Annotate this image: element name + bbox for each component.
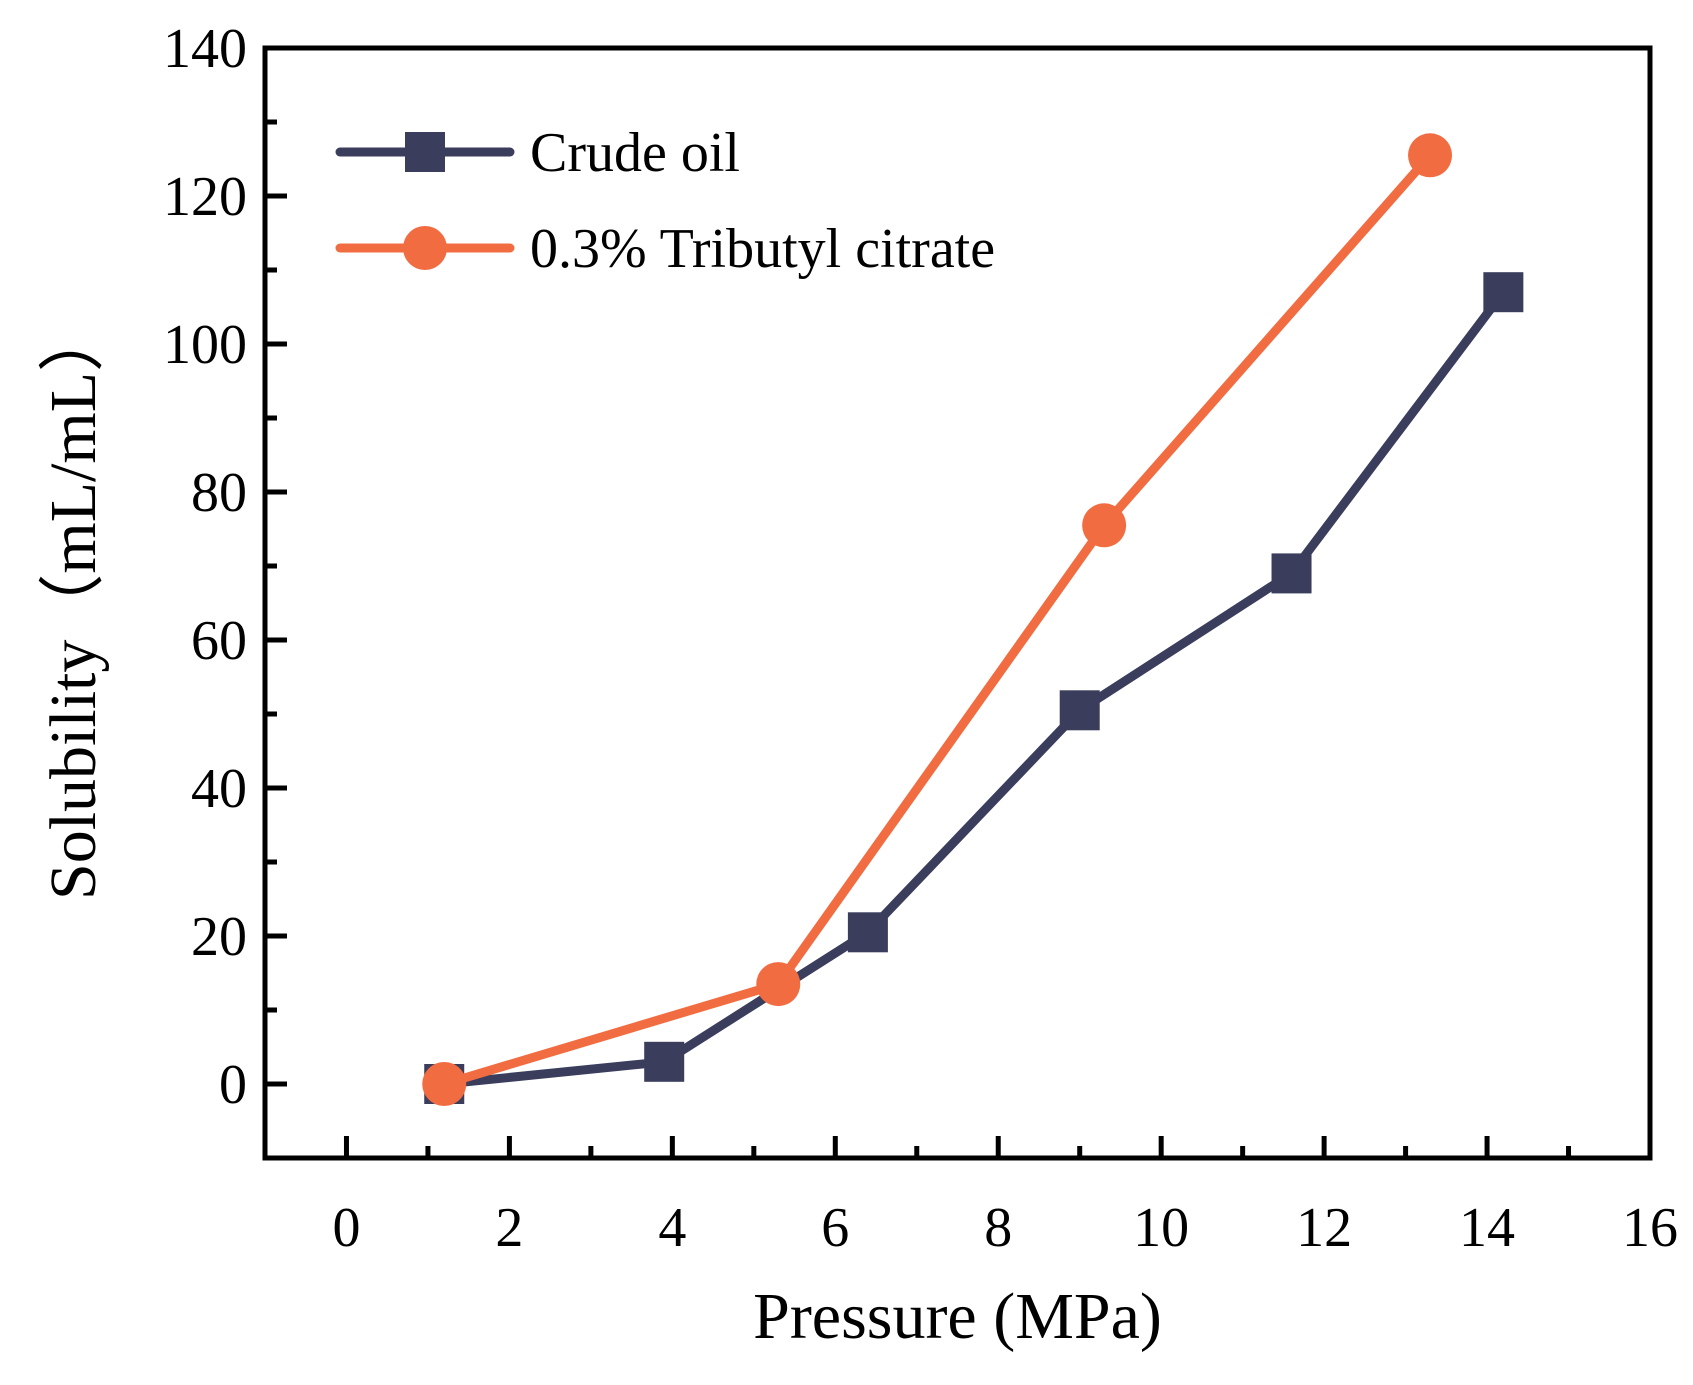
- legend-item: Crude oil: [335, 122, 740, 184]
- x-tick-label: 8: [984, 1197, 1012, 1259]
- data-point: [1408, 133, 1453, 178]
- y-axis: 0 20 40 60 80 100 120 140: [163, 18, 287, 1116]
- x-tick-label: 12: [1296, 1197, 1352, 1259]
- y-tick-label: 20: [191, 906, 247, 968]
- legend-marker: [405, 132, 445, 172]
- x-tick-label: 14: [1459, 1197, 1515, 1259]
- series-crude-oil: [424, 272, 1524, 1104]
- y-tick-label: 40: [191, 758, 247, 820]
- data-point: [1059, 690, 1100, 731]
- y-tick-label: 0: [219, 1054, 247, 1116]
- x-tick-label: 0: [332, 1197, 360, 1259]
- x-tick-label: 10: [1133, 1197, 1189, 1259]
- series-layer: [422, 133, 1524, 1106]
- y-tick-label: 120: [163, 166, 247, 228]
- data-point: [1483, 272, 1524, 313]
- data-point: [644, 1041, 685, 1082]
- legend-label: 0.3% Tributyl citrate: [530, 218, 995, 280]
- data-point: [422, 1062, 467, 1106]
- series-tributyl-citrate: [422, 133, 1453, 1106]
- plot-frame: [262, 45, 1653, 1161]
- x-tick-label: 4: [658, 1197, 686, 1259]
- data-point: [847, 912, 888, 953]
- y-tick-label: 80: [191, 462, 247, 524]
- legend-marker: [403, 226, 447, 270]
- x-tick-label: 6: [821, 1197, 849, 1259]
- legend-item: 0.3% Tributyl citrate: [335, 218, 995, 280]
- plot-area: 0 2 4 6 8 10 12 14 16 0 20 40 60 80 100 120 140: [163, 18, 1678, 1259]
- y-tick-label: 60: [191, 610, 247, 672]
- data-point: [756, 962, 801, 1007]
- data-point: [1082, 503, 1127, 548]
- series-line: [443, 289, 1507, 1089]
- y-tick-label: 140: [163, 18, 247, 80]
- x-axis-title: Pressure (MPa): [753, 1280, 1162, 1353]
- y-axis-title: Solubility（mL/mL）: [37, 306, 110, 900]
- x-axis: 0 2 4 6 8 10 12 14 16: [332, 1136, 1678, 1259]
- legend: Crude oil 0.3% Tributyl citrate: [335, 122, 995, 280]
- data-point: [1271, 553, 1312, 594]
- legend-label: Crude oil: [530, 122, 740, 184]
- x-tick-label: 2: [495, 1197, 523, 1259]
- x-tick-label: 16: [1622, 1197, 1678, 1259]
- y-tick-label: 100: [163, 314, 247, 376]
- series-line: [442, 152, 1434, 1089]
